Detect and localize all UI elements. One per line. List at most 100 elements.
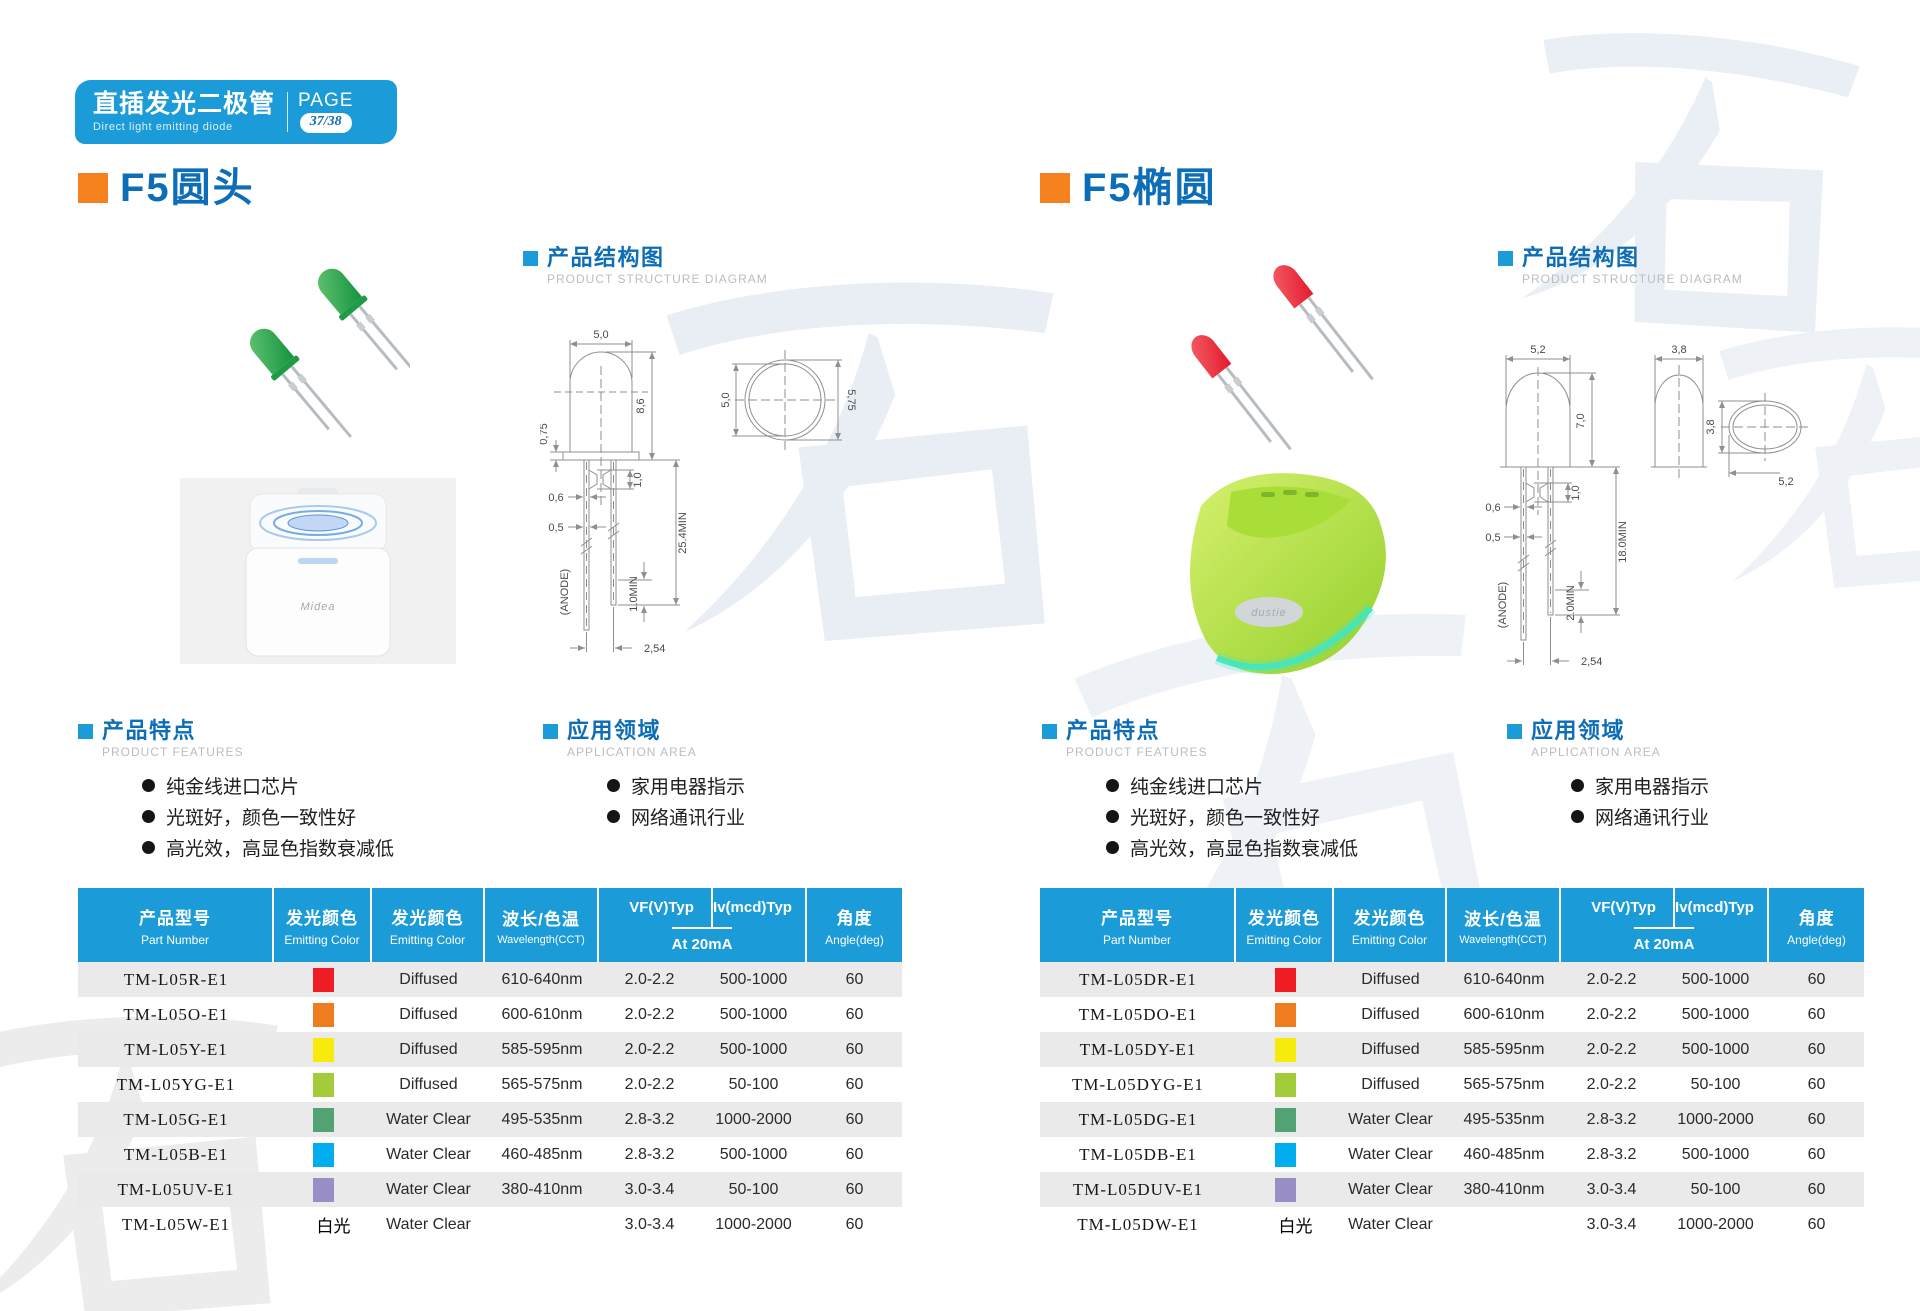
table-row: TM-L05DY-E1 Diffused 585-595nm 2.0-2.2 5… — [1040, 1032, 1864, 1067]
col-color-zh: 发光颜色 — [286, 908, 358, 928]
lens-cell: Diffused — [399, 1040, 458, 1058]
lens-cell: Water Clear — [1348, 1180, 1433, 1198]
feature-text: 纯金线进口芯片 — [1130, 777, 1264, 798]
features-title-en: PRODUCT FEATURES — [1066, 745, 1208, 759]
angle-cell: 60 — [845, 970, 864, 988]
angle-cell: 60 — [845, 1180, 864, 1198]
part-number-cell: TM-L05DG-E1 — [1078, 1109, 1198, 1129]
color-swatch — [1274, 1072, 1296, 1097]
color-swatch — [1274, 1177, 1296, 1202]
dim-label: 0,6 — [1485, 502, 1500, 514]
dim-label: 1.0MIN — [628, 576, 640, 612]
lens-cell: Water Clear — [1348, 1215, 1433, 1233]
table-row: TM-L05DR-E1 Diffused 610-640nm 2.0-2.2 5… — [1040, 962, 1864, 997]
lens-cell: Diffused — [1361, 970, 1420, 988]
section-title-text: F5椭圆 — [1082, 166, 1217, 210]
col-wave-en: Wavelength(CCT) — [1459, 933, 1547, 946]
color-swatch — [1274, 1002, 1296, 1027]
dim-label: 5,75 — [845, 389, 857, 410]
iv-cell: 500-1000 — [719, 1145, 788, 1163]
wavelength-cell: 600-610nm — [1463, 1005, 1545, 1023]
vf-cell: 2.0-2.2 — [1586, 1075, 1637, 1093]
angle-cell: 60 — [845, 1005, 864, 1023]
part-number-cell: TM-L05DB-E1 — [1079, 1144, 1197, 1164]
wavelength-cell: 585-595nm — [1463, 1040, 1545, 1058]
blue-square-icon — [1498, 250, 1513, 266]
feature-text: 纯金线进口芯片 — [166, 777, 300, 798]
feature-text: 高光效，高显色指数衰减低 — [166, 839, 395, 860]
table-row: TM-L05Y-E1 Diffused 585-595nm 2.0-2.2 50… — [78, 1032, 902, 1067]
lens-cell: Diffused — [399, 1005, 458, 1023]
doc-title-zh: 直插发光二极管 — [93, 90, 276, 119]
emitting-color-cell — [1236, 1067, 1334, 1102]
col-at20ma: At 20mA — [671, 927, 733, 960]
structure-diagram-round: 5,0 8,6 0,75 0,6 0,5 1,0 25.4MIN 1.0MIN … — [540, 329, 857, 655]
iv-cell: 500-1000 — [1681, 970, 1750, 988]
part-number-cell: TM-L05DO-E1 — [1078, 1004, 1198, 1024]
bullet-icon — [1106, 841, 1119, 854]
angle-cell: 60 — [845, 1215, 864, 1233]
application-item: 家用电器指示 — [1571, 770, 1709, 801]
bullet-icon — [142, 779, 155, 792]
brand-label: Midea — [301, 601, 336, 613]
vf-cell: 3.0-3.4 — [1586, 1180, 1637, 1198]
color-swatch — [1274, 1142, 1296, 1167]
angle-cell: 60 — [1807, 1075, 1826, 1093]
applications-list-left: 家用电器指示 网络通讯行业 — [607, 770, 745, 832]
lens-cell: Diffused — [399, 970, 458, 988]
bullet-icon — [142, 841, 155, 854]
dim-label: 0,75 — [540, 423, 550, 444]
wavelength-cell: 565-575nm — [501, 1075, 583, 1093]
dim-label: (ANODE) — [559, 569, 571, 615]
emitting-color-cell — [274, 997, 372, 1032]
spec-table-oval: 产品型号 Part Number 发光颜色 Emitting Color 发光颜色 E… — [1040, 888, 1864, 1242]
iv-cell: 500-1000 — [719, 970, 788, 988]
bullet-icon — [1571, 779, 1584, 792]
wavelength-cell: 380-410nm — [501, 1180, 583, 1198]
col-part-zh: 产品型号 — [139, 908, 211, 928]
part-number-cell: TM-L05DYG-E1 — [1072, 1074, 1204, 1094]
dim-label: 1,0 — [1570, 485, 1582, 500]
applications-title-en: APPLICATION AREA — [567, 745, 697, 759]
vf-cell: 2.8-3.2 — [624, 1110, 675, 1128]
lens-cell: Water Clear — [386, 1180, 471, 1198]
iv-cell: 1000-2000 — [715, 1215, 792, 1233]
iv-cell: 500-1000 — [719, 1040, 788, 1058]
features-label-left: 产品特点 PRODUCT FEATURES — [78, 720, 244, 759]
dim-label: 3,8 — [1671, 344, 1686, 356]
feature-item: 高光效，高显色指数衰减低 — [142, 832, 394, 863]
emitting-color-cell — [1236, 962, 1334, 997]
emitting-color-cell — [1236, 997, 1334, 1032]
dim-label: 2.0MIN — [1565, 585, 1577, 621]
color-swatch — [312, 1072, 334, 1097]
led-illustration — [318, 268, 410, 378]
structure-title-zh: 产品结构图 — [547, 245, 665, 270]
color-swatch — [312, 1142, 334, 1167]
bullet-icon — [1106, 779, 1119, 792]
dim-label: 8,6 — [635, 398, 647, 413]
col-part-en: Part Number — [1102, 932, 1172, 947]
vf-cell: 2.0-2.2 — [1586, 970, 1637, 988]
structure-label-right: 产品结构图 PRODUCT STRUCTURE DIAGRAM — [1498, 247, 1743, 286]
col-angle-en: Angle(deg) — [1787, 932, 1846, 947]
dim-label: 7,0 — [1575, 413, 1587, 428]
page-number: 37/38 — [299, 113, 352, 133]
part-number-cell: TM-L05DY-E1 — [1079, 1039, 1197, 1059]
features-title-en: PRODUCT FEATURES — [102, 745, 244, 759]
blue-square-icon — [543, 723, 558, 739]
angle-cell: 60 — [1807, 1215, 1826, 1233]
application-text: 网络通讯行业 — [1595, 808, 1710, 829]
lens-cell: Water Clear — [386, 1145, 471, 1163]
applications-label-right: 应用领域 APPLICATION AREA — [1507, 720, 1661, 759]
table-row: TM-L05DB-E1 Water Clear 460-485nm 2.8-3.… — [1040, 1137, 1864, 1172]
product-photo-dustie-device: dustie — [1165, 462, 1408, 687]
lens-cell: Diffused — [1361, 1005, 1420, 1023]
table-row: TM-L05YG-E1 Diffused 565-575nm 2.0-2.2 5… — [78, 1067, 902, 1102]
lens-cell: Diffused — [1361, 1040, 1420, 1058]
feature-text: 光斑好，颜色一致性好 — [166, 808, 357, 829]
angle-cell: 60 — [845, 1110, 864, 1128]
col-at20ma: At 20mA — [1633, 927, 1695, 960]
wavelength-cell: 565-575nm — [1463, 1075, 1545, 1093]
application-item: 网络通讯行业 — [607, 801, 745, 832]
